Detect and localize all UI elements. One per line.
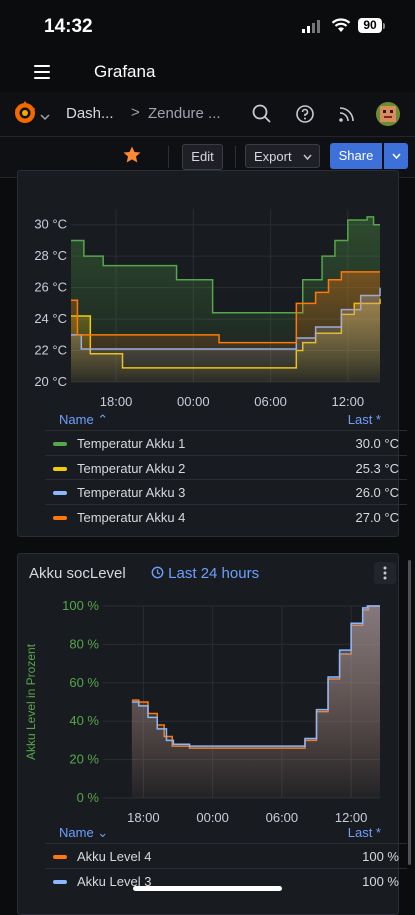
y-tick-label: 20 % [69, 752, 99, 767]
x-tick-label: 06:00 [254, 394, 287, 409]
export-button[interactable]: Export [245, 144, 320, 168]
breadcrumb-dashboards[interactable]: Dash... [66, 105, 114, 122]
export-label: Export [254, 149, 292, 164]
y-tick-label: 40 % [69, 713, 99, 728]
grafana-logo-icon[interactable] [12, 100, 38, 131]
hamburger-menu-icon[interactable] [34, 65, 50, 83]
legend-row[interactable]: Temperatur Akku 2 25.3 °C [45, 454, 407, 480]
clock-icon [151, 566, 164, 579]
series-area-3 [71, 271, 380, 382]
legend-series-value: 100 % [362, 849, 399, 864]
cellular-signal-icon [302, 20, 322, 38]
battery-indicator: 90 [358, 18, 382, 33]
legend-row[interactable]: Akku Level 3 100 % [45, 867, 407, 893]
share-button[interactable]: Share [330, 143, 382, 169]
y-tick-label: 26 °C [34, 280, 67, 295]
edit-button[interactable]: Edit [182, 144, 223, 170]
toolbar-divider [168, 146, 169, 168]
chevron-down-icon[interactable] [40, 109, 50, 127]
panel-menu-icon[interactable] [374, 562, 396, 584]
x-tick-label: 12:00 [335, 810, 368, 825]
chevron-down-icon [303, 154, 312, 161]
legend-series-name: Akku Level 4 [77, 849, 152, 864]
toolbar-divider [235, 146, 236, 168]
time-range-label: Last 24 hours [168, 565, 260, 582]
soc-level-chart: 0 % 20 % 40 % 60 % 80 % 100 % 18:00 00:00 06:00 1… [24, 598, 380, 825]
y-tick-label: 20 °C [34, 374, 67, 389]
legend-series-name: Temperatur Akku 1 [77, 436, 186, 451]
series-area-1 [131, 606, 380, 798]
x-tick-label: 12:00 [332, 394, 365, 409]
legend-series-name: Temperatur Akku 3 [77, 485, 186, 500]
chevron-down-icon [392, 153, 401, 160]
help-icon[interactable] [295, 104, 315, 129]
legend-row[interactable]: Temperatur Akku 3 26.0 °C [45, 479, 407, 504]
legend-swatch [53, 879, 67, 884]
x-tick-label: 18:00 [127, 810, 160, 825]
y-tick-label: 0 % [77, 790, 100, 805]
y-tick-label: 80 % [69, 636, 99, 651]
series-line-1 [131, 605, 380, 747]
app-title: Grafana [94, 62, 156, 81]
legend-row[interactable]: Temperatur Akku 4 27.0 °C [45, 503, 407, 529]
app-bar: Grafana [0, 52, 415, 92]
wifi-icon [331, 17, 351, 38]
legend-series-value: 26.0 °C [355, 485, 399, 500]
x-tick-label: 00:00 [196, 810, 229, 825]
x-tick-label: 18:00 [100, 394, 133, 409]
legend-series-value: 100 % [362, 873, 399, 889]
rss-feed-icon[interactable] [337, 104, 357, 129]
legend-name-label: Name [59, 412, 94, 427]
legend-header-name[interactable]: Name ⌃ [59, 412, 109, 427]
legend-name-label: Name [59, 825, 94, 840]
home-indicator [133, 886, 282, 891]
favorite-star-icon[interactable] [122, 145, 142, 170]
breadcrumb-dashboard[interactable]: Zendure ... [148, 105, 221, 122]
legend-row[interactable]: Akku Level 4 100 % [45, 843, 407, 868]
legend-series-name: Temperatur Akku 2 [77, 460, 186, 476]
legend-row[interactable]: Temperatur Akku 1 30.0 °C [45, 430, 407, 455]
legend-swatch [53, 515, 67, 520]
legend-header-last[interactable]: Last * [347, 825, 381, 840]
legend-series-name: Temperatur Akku 4 [77, 509, 186, 525]
y-axis-label: Akku Level in Prozent [24, 643, 38, 760]
soc-level-panel: Akku socLevel Last 24 hours 0 % 20 % 40 % 6… [17, 553, 407, 915]
y-tick-label: 24 °C [34, 311, 67, 326]
legend-series-value: 25.3 °C [355, 460, 399, 476]
legend-swatch [53, 442, 67, 446]
temperature-chart: 20 °C 22 °C 24 °C 26 °C 28 °C 30 °C 18:00 00:00… [34, 209, 381, 409]
legend-header-name[interactable]: Name ⌄ [59, 825, 109, 840]
y-tick-label: 22 °C [34, 343, 67, 358]
legend-swatch [53, 855, 67, 859]
legend-series-value: 30.0 °C [355, 436, 399, 451]
y-tick-label: 28 °C [34, 248, 67, 263]
battery-icon [383, 23, 385, 29]
x-tick-label: 00:00 [177, 394, 210, 409]
y-tick-label: 60 % [69, 675, 99, 690]
legend-header-last[interactable]: Last * [347, 412, 381, 427]
y-tick-label: 30 °C [34, 217, 67, 232]
status-time: 14:32 [44, 16, 93, 37]
breadcrumb-separator: > [131, 104, 140, 121]
share-dropdown-button[interactable] [384, 143, 408, 169]
top-nav: Dash... > Zendure ... [0, 92, 415, 137]
legend-series-name: Akku Level 3 [77, 873, 152, 889]
y-tick-label: 100 % [62, 598, 99, 613]
scrollbar[interactable] [408, 560, 411, 865]
search-icon[interactable] [252, 104, 272, 129]
legend-swatch [53, 466, 67, 471]
temperature-panel: 20 °C 22 °C 24 °C 26 °C 28 °C 30 °C 18:00 00:00… [17, 170, 407, 537]
time-range-link[interactable]: Last 24 hours [151, 565, 259, 582]
user-avatar[interactable] [376, 102, 400, 126]
legend-swatch [53, 491, 67, 495]
x-tick-label: 06:00 [266, 810, 299, 825]
status-bar: 14:32 90 [0, 0, 415, 52]
legend-series-value: 27.0 °C [355, 509, 399, 525]
series-line-3 [71, 271, 380, 344]
panel-title: Akku socLevel [29, 565, 126, 582]
